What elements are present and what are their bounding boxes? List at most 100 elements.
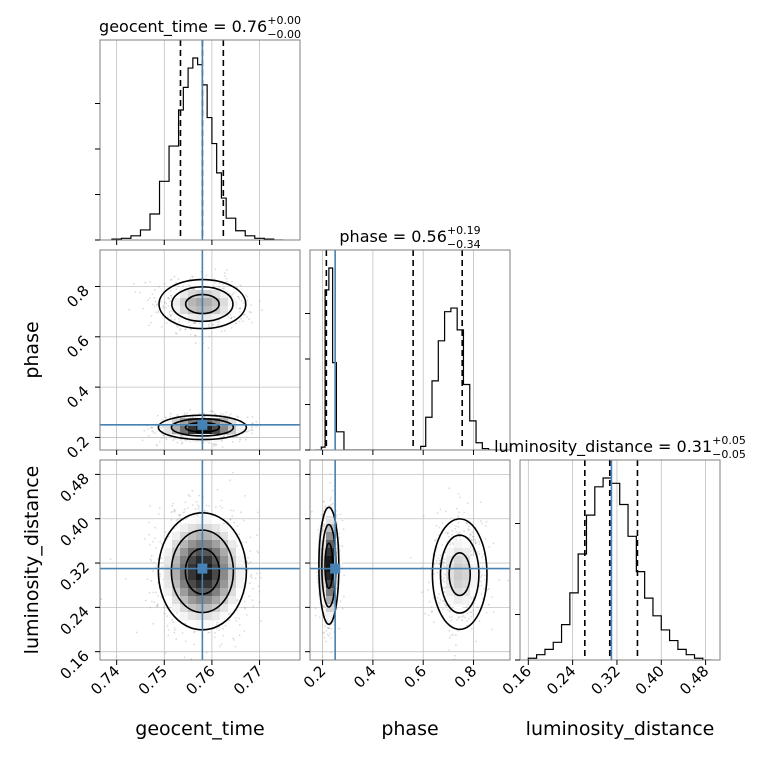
- density-cell: [204, 540, 213, 549]
- scatter-point: [458, 615, 461, 618]
- density-cell: [454, 604, 463, 613]
- density-cell: [204, 290, 213, 299]
- scatter-point: [190, 328, 193, 331]
- scatter-point: [444, 587, 446, 589]
- scatter-point: [472, 539, 475, 541]
- scatter-point: [148, 521, 151, 524]
- density-cell: [228, 572, 237, 581]
- scatter-point: [239, 284, 242, 287]
- scatter-point: [191, 275, 193, 278]
- scatter-point: [470, 627, 473, 630]
- density-cell: [196, 540, 205, 549]
- scatter-point: [244, 495, 246, 497]
- scatter-point: [213, 445, 216, 447]
- scatter-point: [237, 416, 240, 418]
- scatter-point: [214, 443, 216, 446]
- scatter-point: [445, 604, 448, 607]
- density-cell: [236, 556, 245, 565]
- scatter-point: [158, 507, 161, 509]
- scatter-point: [225, 280, 228, 283]
- scatter-point: [463, 511, 466, 514]
- density-cell: [180, 426, 189, 435]
- scatter-point: [221, 507, 224, 509]
- scatter-point: [451, 529, 454, 532]
- scatter-point: [478, 620, 481, 623]
- density-cell: [204, 314, 213, 323]
- scatter-point: [446, 532, 449, 535]
- density-cell: [180, 556, 189, 565]
- scatter-point: [249, 550, 252, 553]
- scatter-point: [164, 531, 167, 533]
- density-cell: [212, 588, 221, 597]
- scatter-point: [442, 561, 445, 564]
- joint-frame-geocent_time-luminosity_distance: [99, 459, 301, 661]
- scatter-point: [311, 510, 313, 513]
- scatter-point: [224, 624, 227, 627]
- scatter-point: [155, 444, 158, 446]
- x-tick-label: 0.76: [182, 662, 218, 698]
- density-cell: [172, 426, 181, 435]
- scatter-point: [328, 635, 330, 637]
- density-cell: [188, 620, 197, 629]
- density-cell: [204, 556, 213, 565]
- scatter-point: [471, 609, 474, 612]
- x-tick-label: 0.4: [350, 662, 380, 692]
- scatter-point: [438, 563, 441, 565]
- scatter-point: [442, 587, 445, 590]
- scatter-point: [176, 324, 178, 327]
- scatter-point: [461, 619, 463, 622]
- marginal-frame-geocent_time: [99, 39, 301, 241]
- scatter-point: [324, 625, 327, 628]
- scatter-point: [219, 645, 221, 648]
- scatter-point: [459, 496, 462, 499]
- scatter-point: [175, 437, 177, 440]
- scatter-point: [339, 513, 342, 516]
- scatter-point: [439, 559, 441, 562]
- scatter-point: [219, 505, 222, 507]
- density-cell: [462, 548, 471, 557]
- scatter-point: [207, 631, 210, 634]
- density-cell: [204, 596, 213, 605]
- density-cell: [212, 612, 221, 621]
- scatter-point: [488, 588, 490, 590]
- density-cell: [446, 548, 455, 557]
- scatter-point: [156, 605, 159, 608]
- scatter-point: [195, 501, 198, 503]
- x-axis-label-geocent_time: geocent_time: [135, 718, 264, 740]
- scatter-point: [467, 528, 470, 531]
- y-tick-label: 0.24: [56, 602, 92, 638]
- scatter-point: [233, 316, 236, 319]
- joint-grid-geocent_time-luminosity_distance: [100, 460, 300, 660]
- scatter-point: [208, 442, 210, 445]
- scatter-point: [157, 311, 160, 314]
- scatter-point: [438, 593, 441, 595]
- scatter-point: [486, 589, 489, 591]
- scatter-point: [238, 533, 241, 536]
- density-cell: [180, 298, 189, 307]
- scatter-point: [156, 304, 158, 306]
- density-cell: [180, 588, 189, 597]
- density-cell: [204, 532, 213, 541]
- scatter-point: [198, 506, 200, 508]
- scatter-point: [238, 307, 240, 310]
- density-cell: [180, 580, 189, 589]
- scatter-point: [172, 621, 175, 624]
- density-cell: [212, 596, 221, 605]
- scatter-point: [480, 584, 483, 587]
- x-tick-label: 0.16: [499, 662, 535, 698]
- scatter-point: [330, 503, 332, 506]
- scatter-point: [214, 413, 217, 416]
- y-tick-label: 0.16: [56, 647, 92, 683]
- density-cell: [204, 516, 213, 525]
- scatter-point: [479, 520, 482, 522]
- scatter-point: [229, 314, 232, 316]
- scatter-point: [157, 414, 159, 417]
- scatter-point: [435, 559, 438, 562]
- scatter-point: [175, 519, 178, 522]
- scatter-point: [424, 612, 427, 615]
- scatter-point: [434, 539, 437, 541]
- scatter-point: [221, 287, 224, 290]
- scatter-point: [151, 303, 154, 306]
- density-cell: [180, 306, 189, 315]
- scatter-point: [151, 293, 154, 295]
